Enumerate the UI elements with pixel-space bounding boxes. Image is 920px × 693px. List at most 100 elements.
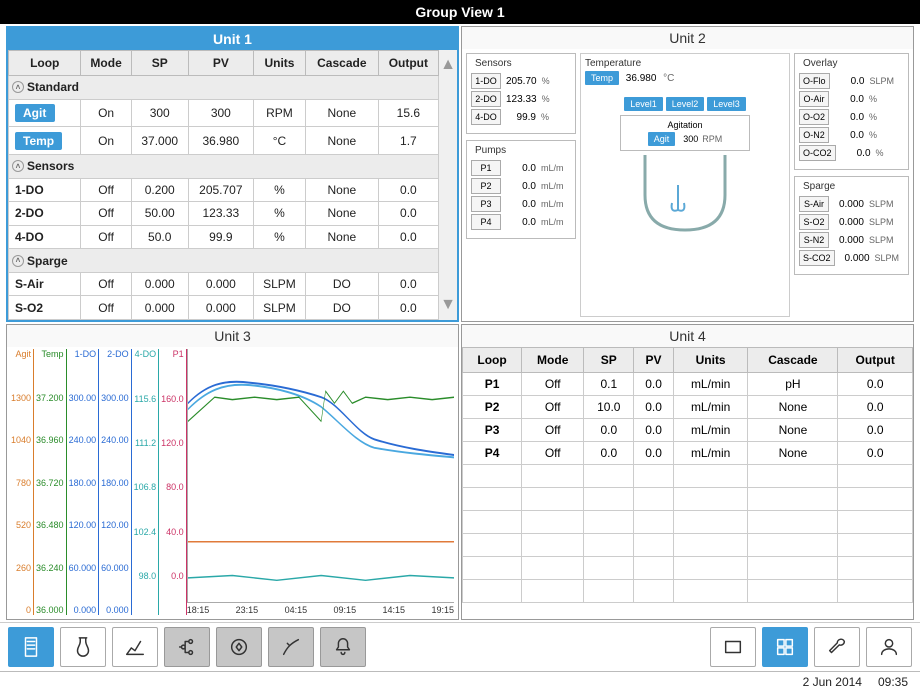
- scroll-up-icon[interactable]: ▲: [439, 50, 457, 80]
- sensor-row[interactable]: 1-DO205.70%: [471, 73, 571, 89]
- table-row[interactable]: P1Off0.10.0mL/minpH0.0: [463, 373, 913, 396]
- cell: 0.200: [131, 178, 188, 202]
- cell: 1.7: [378, 127, 438, 155]
- calibrate-icon[interactable]: [268, 627, 314, 667]
- unit3-panel[interactable]: Unit 3 Agit130010407805202600Temp37.2003…: [6, 324, 459, 620]
- temp-value: 36.980: [626, 73, 657, 84]
- level-button[interactable]: Level2: [666, 97, 705, 111]
- overlay-row[interactable]: O-N20.0%: [799, 127, 904, 143]
- trend-icon[interactable]: [112, 627, 158, 667]
- unit1-scrollbar[interactable]: ▲ ▼: [439, 50, 457, 320]
- group-header[interactable]: ˄Sparge: [9, 249, 439, 273]
- table-row[interactable]: S-O2Off0.0000.000SLPMDO0.0: [9, 296, 439, 320]
- unit4-panel[interactable]: Unit 4 LoopModeSPPVUnitsCascadeOutput P1…: [461, 324, 914, 620]
- sensor-key[interactable]: 4-DO: [471, 109, 501, 125]
- sensor-unit: %: [541, 112, 567, 122]
- table-row[interactable]: P4Off0.00.0mL/minNone0.0: [463, 442, 913, 465]
- pump-row[interactable]: P40.0mL/m: [471, 214, 571, 230]
- yaxis-2-DO: 2-DO300.00240.00180.00120.0060.0000.000: [101, 349, 132, 615]
- page-title: Group View 1: [415, 4, 504, 20]
- sensor-key[interactable]: 2-DO: [471, 91, 501, 107]
- overlay-key[interactable]: O-N2: [799, 127, 829, 143]
- xtick: 04:15: [285, 605, 308, 615]
- table-row[interactable]: 1-DOOff0.200205.707%None0.0: [9, 178, 439, 202]
- group-header[interactable]: ˄Standard: [9, 76, 439, 100]
- overlay-key[interactable]: O-CO2: [799, 145, 836, 161]
- pump-row[interactable]: P10.0mL/m: [471, 160, 571, 176]
- unit1-panel[interactable]: Unit 1 LoopModeSPPVUnitsCascadeOutput ˄S…: [6, 26, 459, 322]
- level-button[interactable]: Level1: [624, 97, 663, 111]
- temp-badge[interactable]: Temp: [585, 71, 619, 85]
- cell: None: [748, 396, 838, 419]
- sparge-row[interactable]: S-Air0.000SLPM: [799, 196, 904, 212]
- table-row[interactable]: 4-DOOff50.099.9%None0.0: [9, 225, 439, 249]
- pump-key[interactable]: P2: [471, 178, 501, 194]
- agit-badge[interactable]: Agit: [648, 132, 676, 146]
- status-date: 2 Jun 2014: [803, 675, 862, 689]
- pump-row[interactable]: P30.0mL/m: [471, 196, 571, 212]
- group-header[interactable]: ˄Sensors: [9, 154, 439, 178]
- table-row-empty: [463, 465, 913, 488]
- vessel-icon[interactable]: [60, 627, 106, 667]
- pumps-fieldset: Pumps P10.0mL/mP20.0mL/mP30.0mL/mP40.0mL…: [466, 140, 576, 239]
- wrench-icon[interactable]: [814, 627, 860, 667]
- overlay-row[interactable]: O-CO20.0%: [799, 145, 904, 161]
- table-row[interactable]: P2Off10.00.0mL/minNone0.0: [463, 396, 913, 419]
- sparge-row[interactable]: S-CO20.000SLPM: [799, 250, 904, 266]
- collapse-icon[interactable]: ˄: [12, 255, 24, 267]
- sensor-key[interactable]: 1-DO: [471, 73, 501, 89]
- overlay-row[interactable]: O-Flo0.0SLPM: [799, 73, 904, 89]
- unit2-panel[interactable]: Unit 2 Sensors 1-DO205.70%2-DO123.33%4-D…: [461, 26, 914, 322]
- table-row[interactable]: S-AirOff0.0000.000SLPMDO0.0: [9, 272, 439, 296]
- overlay-key[interactable]: O-O2: [799, 109, 829, 125]
- pump-row[interactable]: P20.0mL/m: [471, 178, 571, 194]
- sparge-row[interactable]: S-O20.000SLPM: [799, 214, 904, 230]
- pump-value: 0.0: [504, 181, 538, 192]
- overlay-fieldset: Overlay O-Flo0.0SLPMO-Air0.0%O-O20.0%O-N…: [794, 53, 909, 170]
- cell: Off: [81, 178, 131, 202]
- overlay-unit: %: [869, 112, 895, 122]
- user-icon[interactable]: [866, 627, 912, 667]
- pump-icon[interactable]: [216, 627, 262, 667]
- sensor-row[interactable]: 4-DO99.9%: [471, 109, 571, 125]
- overlay-key[interactable]: O-Flo: [799, 73, 830, 89]
- scroll-down-icon[interactable]: ▼: [439, 290, 457, 320]
- sparge-key[interactable]: S-CO2: [799, 250, 835, 266]
- cell: 0.0: [634, 373, 674, 396]
- temperature-label: Temperature: [585, 58, 785, 69]
- pump-key[interactable]: P3: [471, 196, 501, 212]
- sparge-key[interactable]: S-Air: [799, 196, 829, 212]
- overlay-row[interactable]: O-Air0.0%: [799, 91, 904, 107]
- cell: 0.000: [131, 296, 188, 320]
- pump-key[interactable]: P1: [471, 160, 501, 176]
- table-row[interactable]: TempOn37.00036.980°CNone1.7: [9, 127, 439, 155]
- collapse-icon[interactable]: ˄: [12, 160, 24, 172]
- clipboard-icon[interactable]: [8, 627, 54, 667]
- cell: On: [81, 127, 131, 155]
- cell: 0.0: [584, 442, 634, 465]
- grid-icon[interactable]: [762, 627, 808, 667]
- cell: SLPM: [254, 272, 306, 296]
- overlay-row[interactable]: O-O20.0%: [799, 109, 904, 125]
- table-row[interactable]: AgitOn300300RPMNone15.6: [9, 99, 439, 127]
- table-row[interactable]: 2-DOOff50.00123.33%None0.0: [9, 202, 439, 226]
- cell: RPM: [254, 99, 306, 127]
- nodes-icon[interactable]: [164, 627, 210, 667]
- pump-value: 0.0: [504, 163, 538, 174]
- sparge-key[interactable]: S-N2: [799, 232, 829, 248]
- table-row[interactable]: P3Off0.00.0mL/minNone0.0: [463, 419, 913, 442]
- overlay-key[interactable]: O-Air: [799, 91, 829, 107]
- level-button[interactable]: Level3: [707, 97, 746, 111]
- pump-value: 0.0: [504, 199, 538, 210]
- sparge-row[interactable]: S-N20.000SLPM: [799, 232, 904, 248]
- status-time: 09:35: [878, 675, 908, 689]
- sensor-value: 99.9: [504, 112, 538, 123]
- window-icon[interactable]: [710, 627, 756, 667]
- bell-icon[interactable]: [320, 627, 366, 667]
- sensor-row[interactable]: 2-DO123.33%: [471, 91, 571, 107]
- pump-key[interactable]: P4: [471, 214, 501, 230]
- overlay-unit: %: [869, 130, 895, 140]
- sparge-key[interactable]: S-O2: [799, 214, 829, 230]
- unit4-table: LoopModeSPPVUnitsCascadeOutput P1Off0.10…: [462, 347, 913, 603]
- collapse-icon[interactable]: ˄: [12, 81, 24, 93]
